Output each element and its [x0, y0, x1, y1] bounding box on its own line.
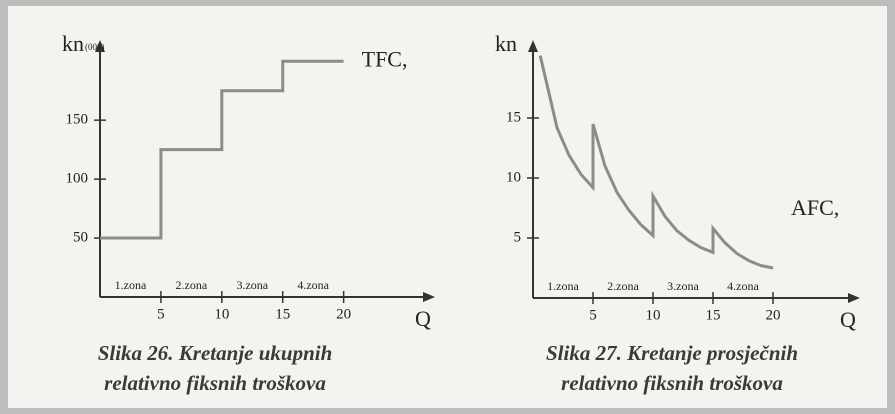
- series-label: TFC,: [362, 46, 408, 71]
- zone-label: 4.zona: [297, 278, 329, 292]
- y-axis-label: kn: [62, 31, 84, 56]
- y-arrow: [95, 40, 105, 52]
- x-tick-label: 10: [646, 307, 661, 323]
- zone-label: 3.zona: [667, 279, 699, 293]
- zone-label: 1.zona: [547, 279, 579, 293]
- x-tick-label: 5: [589, 307, 597, 323]
- y-tick-label: 150: [66, 112, 89, 128]
- zone-label: 1.zona: [115, 278, 147, 292]
- zone-label: 2.zona: [607, 279, 639, 293]
- y-arrow: [528, 40, 538, 52]
- x-tick-label: 5: [157, 306, 165, 322]
- paper: [8, 6, 887, 408]
- series-line: [538, 55, 774, 270]
- x-axis-label: Q: [840, 307, 856, 332]
- series-line: [100, 59, 344, 240]
- y-tick-label: 10: [506, 169, 521, 185]
- y-tick-label: 50: [73, 229, 88, 245]
- y-axis-label: kn: [495, 31, 517, 56]
- x-tick-label: 20: [336, 306, 351, 322]
- x-arrow: [848, 293, 860, 303]
- x-axis-label: Q: [415, 306, 431, 331]
- x-tick-label: 15: [706, 307, 721, 323]
- caption: relativno fiksnih troškova: [104, 371, 326, 395]
- zone-label: 3.zona: [236, 278, 268, 292]
- zone-label: 4.zona: [727, 279, 759, 293]
- x-tick-label: 10: [214, 306, 229, 322]
- y-tick-label: 5: [514, 229, 522, 245]
- caption: Slika 26. Kretanje ukupnih: [98, 341, 333, 365]
- y-tick-label: 15: [506, 109, 521, 125]
- y-axis-unit: (000): [85, 42, 105, 52]
- series-label: AFC,: [791, 195, 839, 220]
- y-tick-label: 100: [66, 171, 89, 187]
- caption: Slika 27. Kretanje prosječnih: [546, 341, 798, 365]
- caption: relativno fiksnih troškova: [561, 371, 783, 395]
- zone-label: 2.zona: [176, 278, 208, 292]
- x-tick-label: 20: [766, 307, 781, 323]
- x-arrow: [423, 292, 435, 302]
- x-tick-label: 15: [275, 306, 290, 322]
